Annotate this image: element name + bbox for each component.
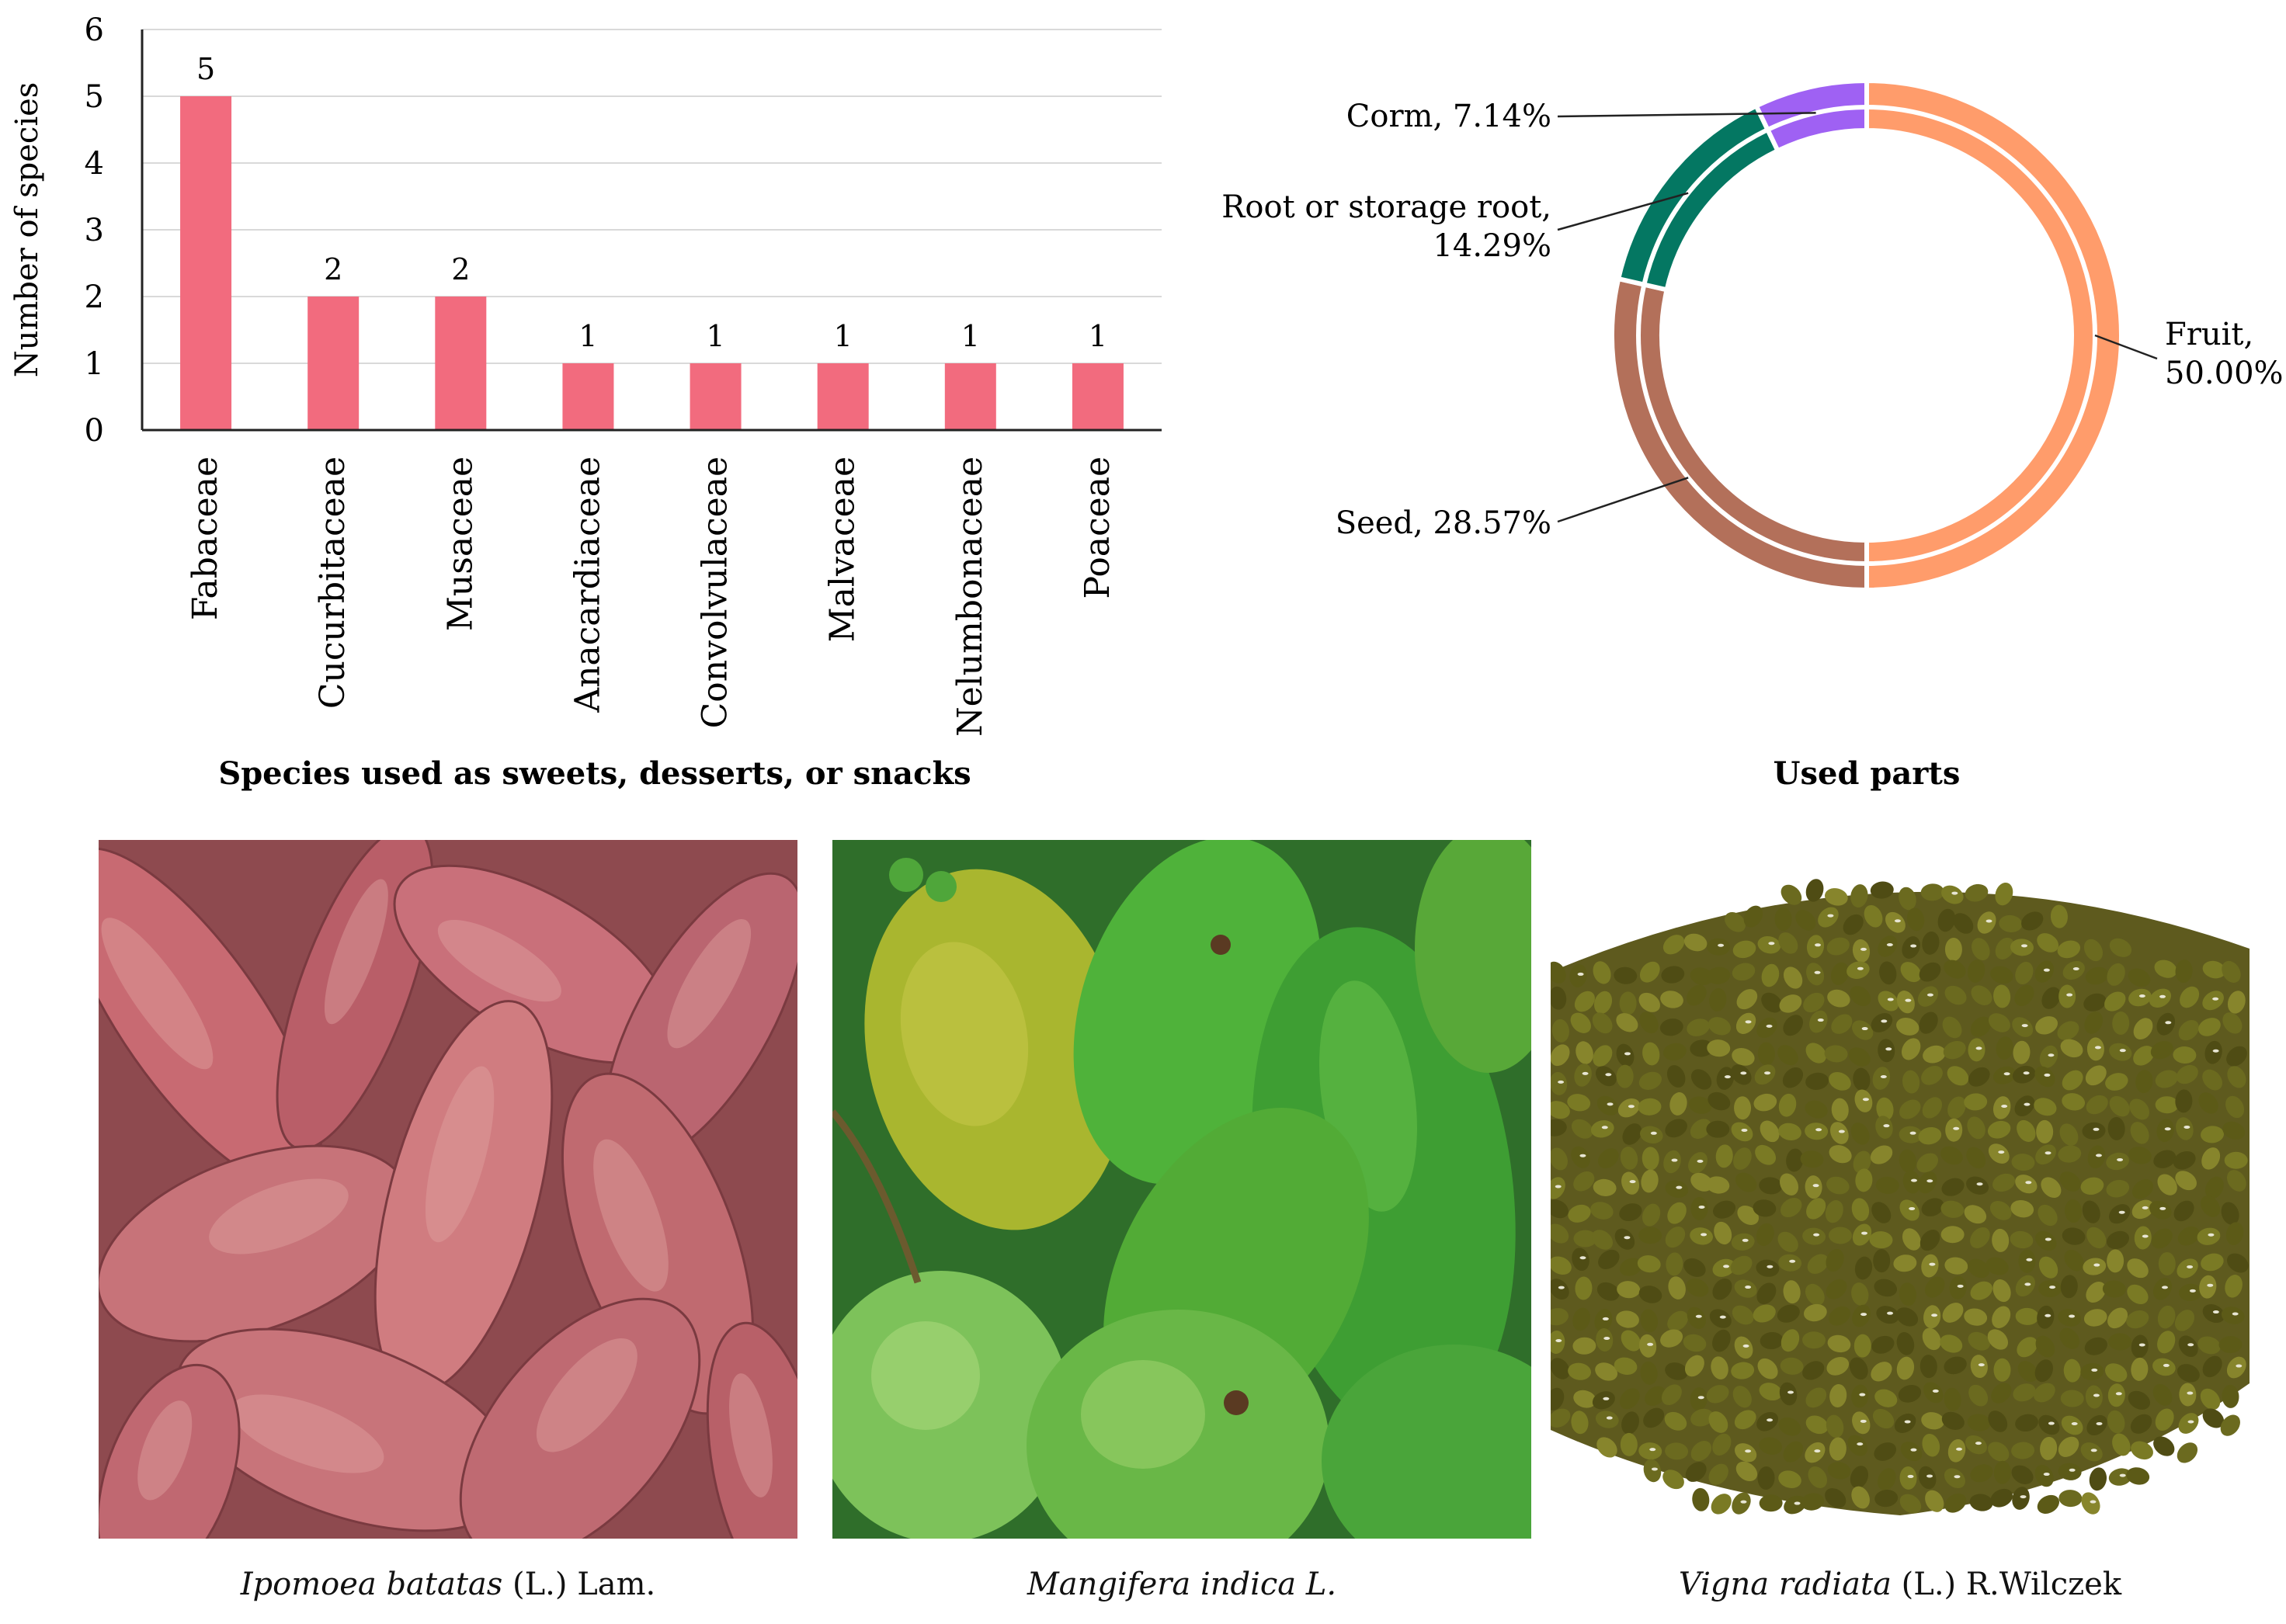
bar-poaceae	[1072, 363, 1124, 430]
caption-scientific-name: Vigna radiata	[1678, 1567, 1892, 1602]
donut-slice	[1615, 102, 1781, 293]
bar-anacardiaceae	[562, 363, 614, 430]
bar-x-tick: Musaceae	[440, 456, 480, 631]
donut-leader-line	[1557, 192, 1689, 231]
bar-x-tick: Anacardiaceae	[568, 456, 607, 713]
bar-chart: 0 1 2 3 4 5 6 5 2 2 1 1 1 1 1 Fabaceae Cucurbitaceae Mu…	[9, 12, 1162, 792]
bar-data-label: 1	[578, 319, 597, 353]
bar-x-tick: Poaceae	[1078, 456, 1117, 599]
bar-x-tick: Malvaceae	[823, 456, 863, 642]
bar-x-tick: Convolvulaceae	[696, 456, 735, 728]
caption-author: (L.) R.Wilczek	[1891, 1567, 2122, 1602]
donut-leader-line	[1557, 477, 1689, 523]
bar-x-tick: Fabaceae	[186, 456, 225, 620]
caption-scientific-name: Ipomoea batatas	[240, 1567, 503, 1602]
donut-leader-line	[1557, 112, 1816, 118]
bar-data-labels: 5 2 2 1 1 1 1 1	[196, 52, 1107, 353]
mango-photo	[832, 840, 1531, 1539]
bar-y-tick: 4	[85, 146, 104, 182]
bar-y-tick: 0	[85, 413, 104, 449]
bar-data-label: 1	[834, 319, 853, 353]
bar-cucurbitaceae	[307, 297, 360, 430]
donut-slice	[1610, 276, 1869, 593]
bar-data-label: 2	[324, 252, 342, 286]
bar-series	[180, 96, 1124, 430]
bar-x-tick: Cucurbitaceae	[313, 456, 353, 709]
bar-data-label: 1	[1089, 319, 1107, 353]
bar-data-label: 1	[961, 319, 980, 353]
sweet-potato-illustration	[99, 840, 797, 1539]
donut-leader-lines	[1557, 112, 2158, 523]
bar-nelumbonaceae	[944, 363, 996, 430]
mung-bean-photo	[1551, 840, 2250, 1539]
bar-fabaceae	[180, 96, 232, 430]
bar-x-tick: Nelumbonaceae	[950, 456, 990, 737]
photo-caption-sweet-potato: Ipomoea batatas (L.) Lam.	[99, 1567, 797, 1602]
bar-y-tick: 6	[85, 12, 104, 48]
bar-y-tick: 3	[85, 213, 104, 248]
bar-x-tick-labels: Fabaceae Cucurbitaceae Musaceae Anacardiace…	[186, 456, 1117, 737]
caption-scientific-name: Mangifera indica L.	[1027, 1567, 1337, 1602]
donut-label: Root or storage root,	[1221, 189, 1551, 225]
bar-y-axis-label: Number of species	[9, 82, 45, 378]
bar-grid	[142, 29, 1162, 364]
donut-slice	[1753, 78, 1869, 154]
donut-label: 14.29%	[1433, 228, 1551, 264]
caption-author: (L.) Lam.	[502, 1567, 656, 1602]
donut-label: Fruit,	[2165, 317, 2253, 352]
donut-slices	[1610, 78, 2124, 593]
bar-data-label: 5	[196, 52, 215, 86]
donut-label: Seed, 28.57%	[1336, 505, 1551, 541]
bar-y-tick: 1	[85, 346, 104, 382]
donut-label: 50.00%	[2165, 356, 2284, 391]
donut-label: Corm, 7.14%	[1346, 99, 1551, 134]
bar-y-tick: 5	[85, 79, 104, 115]
photo-caption-mung-bean: Vigna radiata (L.) R.Wilczek	[1551, 1567, 2250, 1602]
bar-convolvulaceae	[690, 363, 742, 430]
bar-y-tick-labels: 0 1 2 3 4 5 6	[85, 12, 104, 449]
bar-chart-title: Species used as sweets, desserts, or sna…	[218, 755, 971, 792]
mung-bean-illustration	[1551, 840, 2250, 1539]
bar-musaceae	[435, 297, 487, 430]
bar-y-tick: 2	[85, 279, 104, 315]
sweet-potato-photo	[99, 840, 797, 1539]
bar-data-label: 1	[706, 319, 724, 353]
bar-malvaceae	[817, 363, 869, 430]
donut-labels: Fruit, 50.00% Seed, 28.57% Root or storage …	[1221, 99, 2283, 541]
mango-illustration	[832, 840, 1531, 1539]
donut-ring-separator	[1636, 105, 2097, 566]
donut-leader-line	[2094, 334, 2158, 360]
photo-caption-mango: Mangifera indica L.	[832, 1567, 1531, 1602]
bar-data-label: 2	[451, 252, 470, 286]
donut-slice	[1864, 78, 2124, 593]
donut-chart-title: Used parts	[1774, 755, 1961, 792]
